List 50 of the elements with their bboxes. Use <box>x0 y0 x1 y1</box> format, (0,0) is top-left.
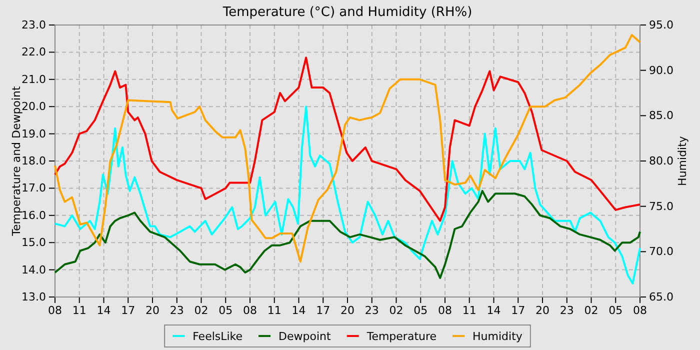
x-tick-label: 23 <box>560 304 574 317</box>
x-tick-label: 02 <box>584 304 598 317</box>
x-tick-label: 05 <box>608 304 623 317</box>
x-tick-label: 11 <box>462 304 476 317</box>
x-tick-label: 05 <box>414 304 428 317</box>
y-tick-label: 13.0 <box>22 290 46 304</box>
chart-title: Temperature (°C) and Humidity (RH%) <box>222 5 472 20</box>
x-tick-label: 02 <box>389 304 404 317</box>
y2-tick-label: 80.0 <box>649 154 674 168</box>
y-tick-label: 21.0 <box>22 72 46 86</box>
x-tick-label: 05 <box>218 304 233 317</box>
x-tick-label: 20 <box>340 304 354 317</box>
x-tick-label: 02 <box>194 304 208 317</box>
y2-tick-label: 65.0 <box>649 290 674 304</box>
x-tick-label: 17 <box>511 304 526 317</box>
x-tick-label: 08 <box>48 304 62 317</box>
x-tick-label: 14 <box>292 304 306 317</box>
x-tick-label: 08 <box>243 304 257 317</box>
y-tick-label: 18.0 <box>22 154 46 168</box>
x-tick-label: 14 <box>96 304 111 317</box>
y-tick-label: 19.0 <box>22 127 46 140</box>
x-tick-label: 11 <box>72 304 86 317</box>
legend-label: Temperature <box>366 330 437 343</box>
legend-label: Humidity <box>472 330 523 343</box>
y-tick-label: 16.0 <box>22 208 46 222</box>
y2-axis-title: Humidity <box>676 136 689 186</box>
y-tick-label: 17.0 <box>22 182 46 195</box>
y-tick-label: 14.0 <box>22 263 46 276</box>
x-tick-label: 14 <box>486 304 501 317</box>
x-tick-label: 20 <box>536 304 550 317</box>
x-tick-label: 23 <box>364 304 379 317</box>
x-tick-label: 20 <box>146 304 160 317</box>
y-tick-label: 20.0 <box>22 100 46 114</box>
y2-tick-label: 70.0 <box>649 245 674 258</box>
legend-label: Dewpoint <box>278 330 332 343</box>
legend-label: FeelsLike <box>192 330 243 343</box>
y-tick-label: 22.0 <box>22 46 46 59</box>
y2-tick-label: 95.0 <box>649 18 674 32</box>
y2-tick-label: 90.0 <box>649 64 674 77</box>
y-axis-title: Temperature and Dewpoint <box>10 85 23 237</box>
y-tick-label: 15.0 <box>22 236 46 250</box>
y-tick-label: 23.0 <box>22 18 46 32</box>
y2-tick-label: 85.0 <box>649 109 674 122</box>
x-tick-label: 08 <box>633 304 647 317</box>
y2-tick-label: 75.0 <box>649 200 674 213</box>
x-tick-label: 17 <box>316 304 330 317</box>
x-tick-label: 11 <box>267 304 282 317</box>
x-tick-label: 08 <box>438 304 452 317</box>
x-tick-label: 23 <box>170 304 184 317</box>
x-tick-label: 17 <box>121 304 136 317</box>
